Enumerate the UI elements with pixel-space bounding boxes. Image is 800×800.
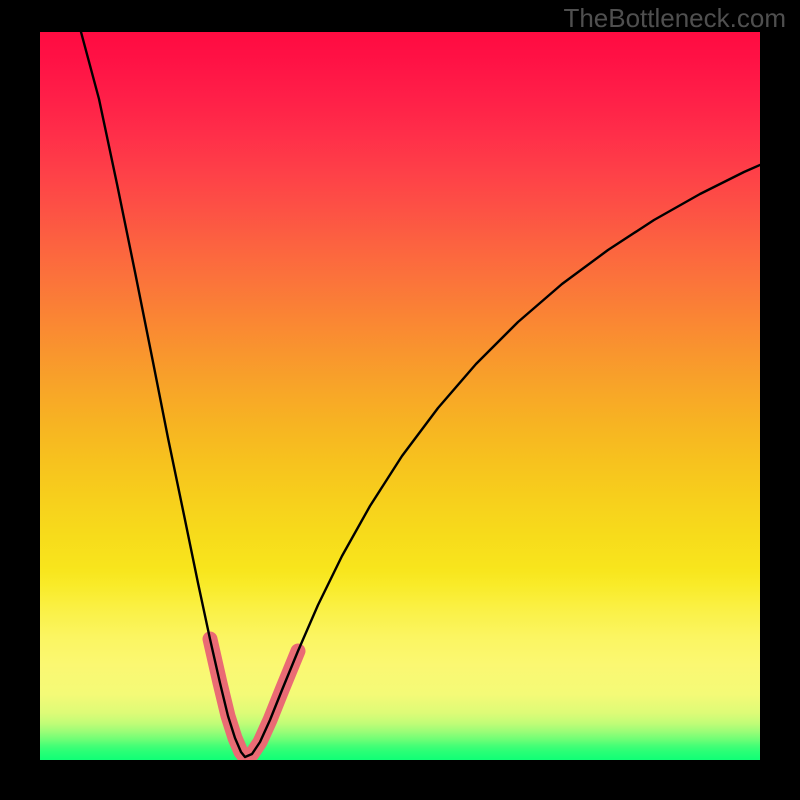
bottleneck-curve bbox=[81, 32, 760, 757]
watermark-text: TheBottleneck.com bbox=[563, 3, 786, 34]
plot-area bbox=[40, 32, 760, 760]
curve-layer bbox=[40, 32, 760, 760]
